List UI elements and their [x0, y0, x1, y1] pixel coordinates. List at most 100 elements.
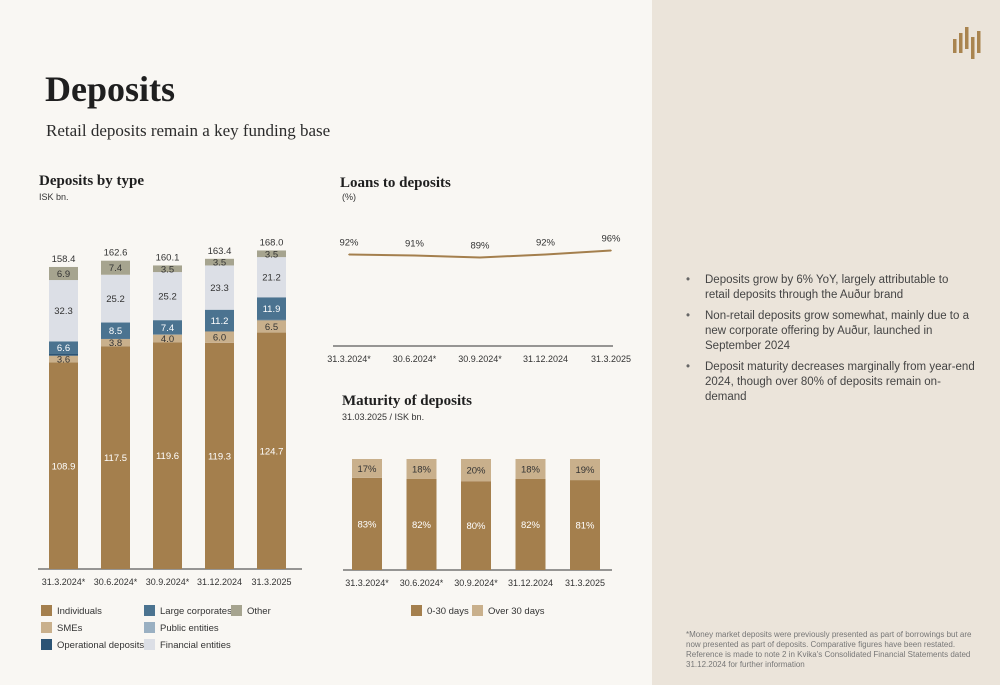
x-tick-label: 30.6.2024* — [94, 577, 138, 587]
loans-to-deposits-unit: (%) — [342, 192, 356, 202]
bar-segment — [153, 320, 182, 335]
bar-segment — [257, 250, 286, 258]
bar-segment — [153, 334, 182, 343]
bar-segment — [205, 265, 234, 310]
bar-segment — [570, 459, 600, 481]
x-tick-label: 30.6.2024* — [393, 354, 437, 364]
data-label: 3.5 — [161, 264, 174, 275]
legend-label: Over 30 days — [488, 606, 545, 617]
data-label: 82% — [412, 520, 432, 531]
legend-label: Public entities — [160, 623, 219, 634]
legend-swatch — [411, 605, 422, 616]
data-label: 18% — [521, 464, 541, 475]
legend-swatch — [144, 639, 155, 650]
legend-item: Over 30 days — [472, 605, 545, 617]
data-label: 23.3 — [210, 283, 229, 294]
loans-to-deposits-title: Loans to deposits — [340, 175, 451, 191]
data-label: 11.9 — [263, 304, 281, 315]
x-tick-label: 31.3.2024* — [42, 577, 86, 587]
data-label: 6.9 — [57, 269, 70, 280]
data-label: 18% — [412, 464, 432, 475]
data-label: 6.5 — [265, 322, 278, 333]
x-tick-label: 30.6.2024* — [400, 578, 444, 588]
data-label: 17% — [357, 464, 377, 475]
legend-label: Financial entities — [160, 640, 231, 651]
deposits-by-type-unit: ISK bn. — [39, 192, 69, 202]
legend-item: Operational deposits — [41, 639, 144, 651]
brand-logo-icon — [953, 27, 981, 59]
legend-swatch — [41, 622, 52, 633]
bar-segment — [153, 265, 182, 273]
data-label: 3.6 — [57, 355, 70, 366]
key-point: • Deposits grow by 6% YoY, largely attrib… — [686, 274, 949, 301]
total-label: 163.4 — [208, 246, 232, 257]
legend-label: Large corporates — [160, 606, 232, 617]
bar-segment — [205, 258, 234, 266]
bar-segment — [406, 459, 437, 479]
x-tick-label: 31.12.2024 — [197, 577, 242, 587]
data-label: 81% — [575, 521, 595, 532]
data-point — [348, 253, 350, 256]
bar-segment — [49, 362, 78, 569]
bar-segment — [515, 478, 546, 570]
page-subtitle: Retail deposits remain a key funding bas… — [46, 121, 331, 140]
legend-swatch — [144, 605, 155, 616]
data-label: 8.5 — [109, 326, 122, 337]
total-label: 168.0 — [260, 237, 284, 248]
bar-segment — [461, 481, 491, 570]
series-line — [348, 249, 612, 259]
bar-segment — [352, 477, 382, 570]
bar-segment — [515, 459, 546, 479]
data-label: 25.2 — [106, 294, 125, 305]
key-points-list: • Deposits grow by 6% YoY, largely attrib… — [686, 273, 976, 411]
bar-segment — [257, 332, 286, 569]
legend-item: Public entities — [144, 622, 219, 634]
bar-segment — [257, 320, 286, 333]
data-label: 119.6 — [156, 451, 179, 462]
x-tick-label: 31.3.2024* — [345, 578, 389, 588]
data-point — [479, 256, 481, 259]
legend-item: Other — [231, 605, 271, 617]
data-label: 21.2 — [262, 273, 281, 284]
bar-segment — [205, 342, 234, 569]
x-tick-label: 31.3.2025 — [591, 354, 631, 364]
legend-item: Financial entities — [144, 639, 231, 651]
legend-swatch — [144, 622, 155, 633]
bar-segment — [153, 342, 182, 569]
x-tick-label: 30.9.2024* — [458, 354, 502, 364]
bar-segment — [101, 274, 130, 323]
legend-label: 0-30 days — [427, 606, 469, 617]
data-label: 32.3 — [54, 306, 73, 317]
x-tick-label: 31.12.2024 — [508, 578, 553, 588]
data-label: 6.6 — [57, 343, 70, 354]
data-label: 108.9 — [52, 461, 76, 472]
deposits-by-type-legend: Individuals SMEs Operational deposits Large… — [41, 605, 301, 655]
total-label: 162.6 — [104, 248, 128, 259]
legend-item: Large corporates — [144, 605, 232, 617]
maturity-of-deposits-chart: 83% 17% 31.3.2024* 82% 18% 30.6.2024* 80% 20% 30… — [343, 459, 612, 588]
data-label: 25.2 — [158, 291, 177, 302]
data-label: 96% — [601, 234, 621, 245]
data-label: 83% — [357, 519, 377, 530]
legend-swatch — [41, 605, 52, 616]
data-point — [544, 253, 547, 256]
loans-to-deposits-chart: 92% 31.3.2024* 91% 30.6.2024* 89% 30.9.2024* 9… — [327, 234, 631, 365]
total-label: 158.4 — [52, 254, 76, 265]
bar-segment — [570, 480, 600, 570]
legend-label: Individuals — [57, 606, 102, 617]
data-label: 117.5 — [104, 453, 127, 464]
bar-segment — [49, 280, 78, 342]
legend-label: Other — [247, 606, 271, 617]
legend-label: SMEs — [57, 623, 83, 634]
data-label: 7.4 — [109, 263, 122, 274]
footnote: *Money market deposits were previously p… — [686, 630, 972, 669]
data-label: 124.7 — [260, 446, 284, 457]
legend-swatch — [231, 605, 242, 616]
data-label: 89% — [470, 241, 490, 252]
bar-segment — [257, 257, 286, 298]
bar-segment — [49, 353, 78, 356]
page-title: Deposits — [45, 69, 176, 109]
x-tick-label: 31.3.2025 — [251, 577, 291, 587]
bar-segment — [461, 459, 491, 482]
key-point: • Non-retail deposits grow somewhat, main… — [686, 310, 969, 352]
